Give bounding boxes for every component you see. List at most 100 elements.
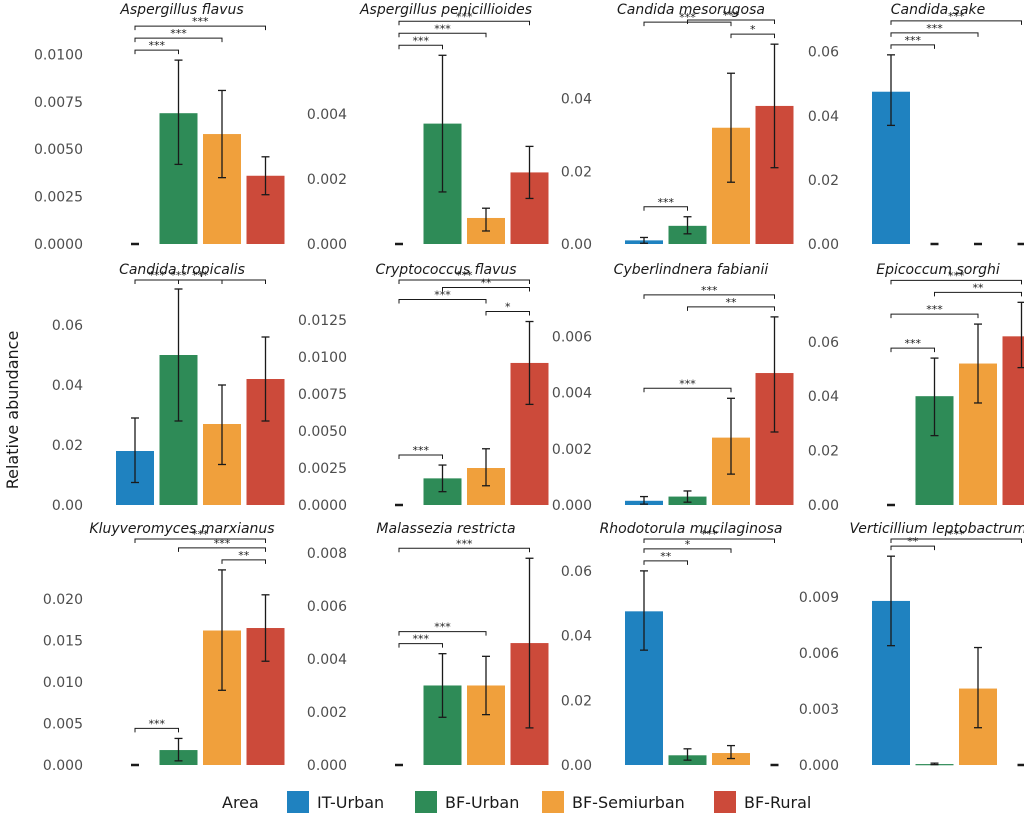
significance-label: *** <box>948 269 965 282</box>
significance-bracket <box>398 279 530 284</box>
y-tick-label: 0.009 <box>799 590 839 606</box>
chart-panel: Aspergillus penicillioides 0.000 0.002 0.00… <box>307 2 549 253</box>
y-tick-label: 0.00 <box>52 498 83 514</box>
y-tick-label: 0.020 <box>43 592 83 608</box>
y-tick-label: 0.004 <box>307 652 347 668</box>
significance-bracket <box>890 545 935 551</box>
significance-bracket <box>890 279 1022 285</box>
significance-bracket <box>934 291 1022 297</box>
significance-label: *** <box>192 528 209 541</box>
chart-panel: Cryptococcus flavus 0.0000 0.0025 0.0050 0.0… <box>298 262 549 514</box>
significance-label: *** <box>905 34 922 47</box>
legend-title: Area <box>222 793 259 812</box>
significance-bracket <box>890 44 935 49</box>
y-tick-label: 0.0000 <box>34 237 83 253</box>
significance-label: ** <box>726 296 738 309</box>
significance-bracket <box>134 538 266 543</box>
y-tick-label: 0.02 <box>52 438 83 454</box>
significance-label: *** <box>679 11 696 24</box>
y-tick-label: 0.04 <box>561 92 592 108</box>
significance-bracket <box>398 547 530 553</box>
panel-title: Candida mesorugosa <box>617 2 765 18</box>
y-tick-label: 0.02 <box>808 444 839 460</box>
chart-panel: Malassezia restricta 0.000 0.002 0.004 0.006… <box>307 521 549 774</box>
y-tick-label: 0.02 <box>561 164 592 180</box>
significance-bracket <box>442 287 530 292</box>
significance-label: *** <box>456 10 473 23</box>
legend-label: BF-Rural <box>744 793 811 812</box>
significance-label: *** <box>456 537 473 550</box>
significance-label: *** <box>413 34 430 47</box>
y-tick-label: 0.0125 <box>298 313 347 329</box>
legend-label: IT-Urban <box>317 793 384 812</box>
y-tick-label: 0.00 <box>561 758 592 774</box>
y-axis-label: Relative abundance <box>3 331 22 490</box>
significance-label: *** <box>149 39 166 52</box>
y-tick-label: 0.005 <box>43 716 83 732</box>
legend-label: BF-Urban <box>445 793 519 812</box>
significance-label: *** <box>192 269 209 282</box>
significance-bracket <box>730 33 775 39</box>
y-tick-label: 0.00 <box>808 498 839 514</box>
legend: Area IT-Urban BF-Urban BF-Semiurban BF-Rura… <box>222 791 811 813</box>
significance-bracket <box>643 206 688 211</box>
significance-bracket <box>643 294 775 299</box>
y-tick-label: 0.06 <box>808 335 839 351</box>
significance-bracket <box>890 538 1022 543</box>
significance-label: *** <box>905 337 922 350</box>
significance-label: *** <box>413 633 430 646</box>
chart-panel: Kluyveromyces marxianus 0.000 0.005 0.010 0.… <box>43 521 285 774</box>
legend-swatch <box>415 791 437 813</box>
significance-label: * <box>750 23 756 36</box>
significance-bracket <box>643 548 732 553</box>
y-tick-label: 0.02 <box>808 173 839 189</box>
y-tick-label: 0.0025 <box>34 190 83 206</box>
y-tick-label: 0.06 <box>52 318 83 334</box>
significance-bracket <box>643 560 688 565</box>
y-tick-label: 0.0050 <box>34 142 83 158</box>
panel-title: Candida tropicalis <box>119 262 245 278</box>
bar <box>668 225 707 244</box>
significance-bracket <box>134 727 179 733</box>
panel-title: Verticillium leptobactrum <box>849 521 1024 537</box>
y-tick-label: 0.000 <box>307 237 347 253</box>
chart-panels: Aspergillus flavus 0.0000 0.0025 0.0050 0.00… <box>34 2 1024 774</box>
significance-label: *** <box>214 537 231 550</box>
y-tick-label: 0.010 <box>43 675 83 691</box>
legend-swatch <box>542 791 564 813</box>
significance-bracket <box>643 387 732 393</box>
chart-panel: Candida tropicalis 0.00 0.02 0.04 0.06 *** ***… <box>52 262 285 514</box>
bar <box>1002 336 1024 505</box>
significance-label: *** <box>701 284 718 297</box>
significance-label: *** <box>170 27 187 40</box>
significance-bracket <box>134 49 179 55</box>
significance-label: *** <box>149 269 166 282</box>
significance-label: ** <box>973 281 985 294</box>
y-tick-label: 0.04 <box>808 109 839 125</box>
chart-panel: Cyberlindnera fabianii 0.000 0.002 0.004 0.0… <box>552 262 794 514</box>
significance-label: *** <box>723 9 740 22</box>
legend-swatch <box>714 791 736 813</box>
significance-bracket <box>890 32 979 37</box>
panel-title: Cryptococcus flavus <box>375 262 516 278</box>
y-tick-label: 0.008 <box>307 546 347 562</box>
significance-bracket <box>398 44 443 50</box>
y-tick-label: 0.04 <box>52 378 83 394</box>
y-tick-label: 0.002 <box>307 705 347 721</box>
y-tick-label: 0.0075 <box>34 95 83 111</box>
y-tick-label: 0.004 <box>552 386 592 402</box>
y-tick-label: 0.02 <box>561 693 592 709</box>
significance-label: *** <box>170 269 187 282</box>
significance-bracket <box>398 643 443 648</box>
y-tick-label: 0.015 <box>43 633 83 649</box>
panel-title: Epicoccum sorghi <box>876 262 1000 278</box>
panel-title: Cyberlindnera fabianii <box>614 262 769 278</box>
y-tick-label: 0.06 <box>808 45 839 61</box>
significance-bracket <box>398 32 487 38</box>
significance-bracket <box>221 559 266 564</box>
significance-bracket <box>890 20 1022 25</box>
y-tick-label: 0.04 <box>561 629 592 645</box>
panel-title: Rhodotorula mucilaginosa <box>600 521 783 537</box>
